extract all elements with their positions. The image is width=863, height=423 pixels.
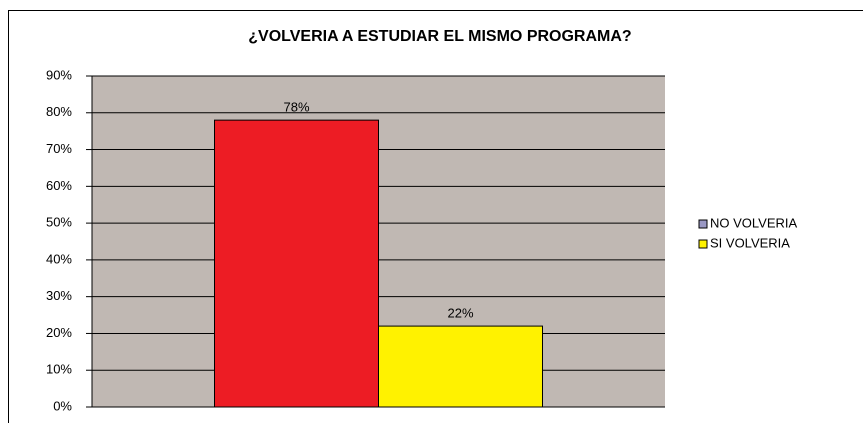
- y-tick-label: 50%: [46, 215, 72, 230]
- legend-label: SI VOLVERIA: [710, 235, 790, 250]
- y-tick-label: 30%: [46, 288, 72, 303]
- y-tick-label: 20%: [46, 325, 72, 340]
- y-tick-label: 0%: [53, 398, 72, 413]
- legend-swatch: [698, 219, 708, 229]
- y-tick-label: 90%: [46, 67, 72, 82]
- legend-swatch: [698, 239, 708, 249]
- bar: [378, 325, 543, 408]
- legend-label: NO VOLVERIA: [710, 215, 798, 230]
- y-tick-label: 80%: [46, 104, 72, 119]
- y-tick-label: 70%: [46, 141, 72, 156]
- y-tick-label: 10%: [46, 362, 72, 377]
- data-label: 78%: [283, 100, 309, 115]
- data-label: 22%: [447, 306, 473, 321]
- bar: [214, 119, 379, 408]
- y-tick-label: 60%: [46, 178, 72, 193]
- chart-title: ¿VOLVERIA A ESTUDIAR EL MISMO PROGRAMA?: [248, 28, 631, 45]
- y-tick-label: 40%: [46, 251, 72, 266]
